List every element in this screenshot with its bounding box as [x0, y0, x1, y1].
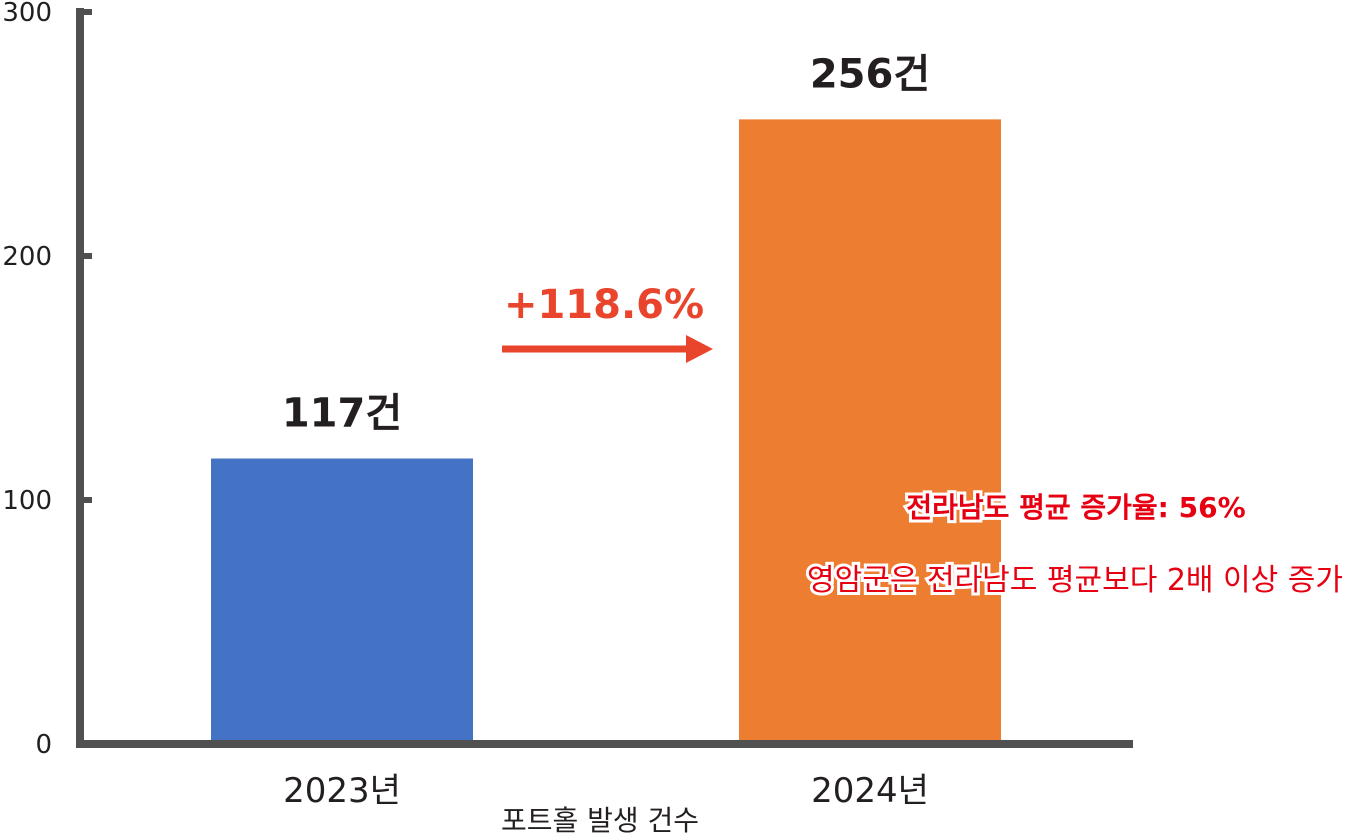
growth-annotation: +118.6% — [502, 282, 713, 363]
growth-label: +118.6% — [504, 282, 704, 328]
comparison-note: 영암군은 전라남도 평균보다 2배 이상 증가 — [807, 563, 1343, 598]
axes — [76, 8, 1133, 748]
x-axis-label: 포트홀 발생 건수 — [501, 804, 699, 837]
y-tick-label: 300 — [2, 0, 52, 28]
province-average-note: 전라남도 평균 증가율: 56% — [906, 491, 1245, 524]
data-label: 117건 — [282, 391, 402, 437]
growth-arrow-head — [686, 335, 713, 363]
category-label: 2024년 — [811, 771, 929, 811]
y-tick-label: 200 — [2, 242, 52, 272]
value-labels: 117건 256건 — [282, 51, 930, 436]
data-label: 256건 — [810, 51, 930, 97]
y-tick-label: 0 — [35, 730, 52, 760]
category-label: 2023년 — [283, 771, 401, 811]
y-tick-label: 100 — [2, 486, 52, 516]
bar — [211, 458, 473, 744]
bars — [211, 119, 1001, 745]
category-labels: 2023년 2024년 — [283, 771, 929, 811]
bar — [739, 119, 1001, 745]
